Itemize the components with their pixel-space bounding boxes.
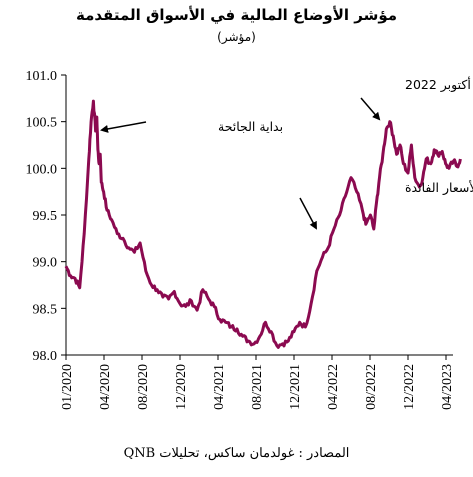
x-tick-label: 08/2021 <box>250 364 265 410</box>
chart-subtitle: (مؤشر) <box>217 30 256 44</box>
x-tick-label: 08/2022 <box>364 364 379 410</box>
y-tick-label: 99.5 <box>33 209 58 224</box>
y-tick-label: 98.0 <box>33 349 58 364</box>
annotation-pandemic-arrow <box>100 121 147 133</box>
chart-title: مؤشر الأوضاع المالية في الأسواق المتقدمة <box>75 6 398 24</box>
source-note: المصادر : غولدمان ساكس، تحليلات QNB <box>123 446 350 461</box>
y-tick-label: 100.5 <box>26 116 58 131</box>
x-tick-label: 12/2020 <box>174 364 189 410</box>
axes: 101.0 100.5 100.0 99.5 99.0 98.5 98.0 01/2020 0… <box>26 69 456 410</box>
x-tick-label: 04/2022 <box>326 364 341 410</box>
x-tick-label: 04/2021 <box>212 364 227 410</box>
y-tick-label: 99.0 <box>33 256 58 271</box>
x-tick-label: 04/2020 <box>98 364 113 410</box>
y-tick-label: 100.0 <box>26 162 58 177</box>
annotation-oct-2022-peak: ذروة أكتوبر 2022 <box>405 76 473 93</box>
annotation-rate-hikes: رفع البنوك المركزية لأسعار الفائدة <box>405 180 473 196</box>
series-line <box>64 99 462 349</box>
annotation-pandemic: بداية الجائحة <box>218 119 283 134</box>
annotation-oct-2022-peak-arrow <box>360 97 381 121</box>
x-tick-label: 01/2020 <box>60 364 75 410</box>
x-tick-label: 12/2022 <box>402 364 417 410</box>
y-tick-label: 101.0 <box>26 69 58 84</box>
x-tick-label: 08/2020 <box>136 364 151 410</box>
x-tick-label: 12/2021 <box>288 364 303 410</box>
x-tick-label: 04/2023 <box>440 364 455 410</box>
y-tick-label: 98.5 <box>33 302 58 317</box>
annotation-rate-hikes-arrow <box>299 197 317 230</box>
